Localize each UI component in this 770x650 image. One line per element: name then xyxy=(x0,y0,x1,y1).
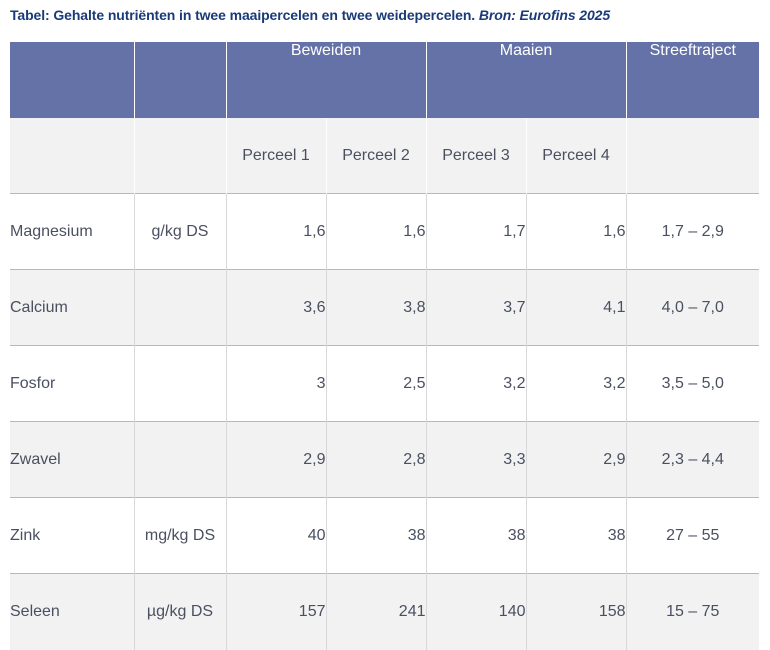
nutrient-name: Seleen xyxy=(10,573,134,650)
value-perceel-1: 1,6 xyxy=(225,193,326,270)
subheader-empty xyxy=(10,118,135,194)
table-row: Seleen µg/kg DS 157 241 140 158 15 – 75 xyxy=(10,573,760,650)
value-perceel-4: 2,9 xyxy=(525,421,627,498)
subheader-empty xyxy=(134,118,227,194)
nutrient-table: Beweiden Maaien Streeftraject Perceel 1 … xyxy=(10,42,760,650)
header-beweiden: Beweiden xyxy=(225,42,426,118)
value-perceel-3: 3,2 xyxy=(425,345,526,422)
subheader-empty xyxy=(626,118,760,194)
value-perceel-3: 3,3 xyxy=(425,421,526,498)
value-perceel-3: 38 xyxy=(425,497,526,574)
table-row: Fosfor 3 2,5 3,2 3,2 3,5 – 5,0 xyxy=(10,345,760,422)
value-perceel-2: 3,8 xyxy=(325,269,426,346)
value-perceel-2: 241 xyxy=(325,573,426,650)
value-perceel-4: 38 xyxy=(525,497,627,574)
subheader-perceel-2: Perceel 2 xyxy=(326,118,427,194)
header-empty-name xyxy=(10,42,134,118)
value-perceel-4: 4,1 xyxy=(525,269,627,346)
nutrient-unit xyxy=(133,421,226,498)
target-range: 4,0 – 7,0 xyxy=(625,269,760,346)
target-range: 15 – 75 xyxy=(625,573,760,650)
nutrient-unit: mg/kg DS xyxy=(133,497,226,574)
table-row: Magnesium g/kg DS 1,6 1,6 1,7 1,6 1,7 – … xyxy=(10,193,760,270)
value-perceel-3: 140 xyxy=(425,573,526,650)
nutrient-name: Zwavel xyxy=(10,421,134,498)
value-perceel-2: 1,6 xyxy=(325,193,426,270)
value-perceel-1: 40 xyxy=(225,497,326,574)
target-range: 3,5 – 5,0 xyxy=(625,345,760,422)
nutrient-unit: µg/kg DS xyxy=(133,573,226,650)
table-row: Calcium 3,6 3,8 3,7 4,1 4,0 – 7,0 xyxy=(10,269,760,346)
value-perceel-1: 3,6 xyxy=(225,269,326,346)
value-perceel-3: 1,7 xyxy=(425,193,526,270)
value-perceel-2: 2,5 xyxy=(325,345,426,422)
nutrient-unit xyxy=(133,269,226,346)
nutrient-name: Calcium xyxy=(10,269,134,346)
subheader-perceel-4: Perceel 4 xyxy=(526,118,627,194)
value-perceel-4: 3,2 xyxy=(525,345,627,422)
nutrient-name: Fosfor xyxy=(10,345,134,422)
table-row: Zwavel 2,9 2,8 3,3 2,9 2,3 – 4,4 xyxy=(10,421,760,498)
value-perceel-2: 2,8 xyxy=(325,421,426,498)
value-perceel-1: 157 xyxy=(225,573,326,650)
table-row: Zink mg/kg DS 40 38 38 38 27 – 55 xyxy=(10,497,760,574)
table-caption: Tabel: Gehalte nutriënten in twee maaipe… xyxy=(10,7,610,23)
subheader-perceel-1: Perceel 1 xyxy=(226,118,327,194)
nutrient-unit: g/kg DS xyxy=(133,193,226,270)
value-perceel-4: 1,6 xyxy=(525,193,627,270)
value-perceel-4: 158 xyxy=(525,573,627,650)
header-empty-unit xyxy=(133,42,226,118)
caption-source: Bron: Eurofins 2025 xyxy=(478,7,611,23)
subheader-row: Perceel 1 Perceel 2 Perceel 3 Perceel 4 xyxy=(10,118,760,194)
caption-text: Tabel: Gehalte nutriënten in twee maaipe… xyxy=(10,7,476,23)
target-range: 27 – 55 xyxy=(625,497,760,574)
value-perceel-1: 2,9 xyxy=(225,421,326,498)
value-perceel-2: 38 xyxy=(325,497,426,574)
nutrient-name: Magnesium xyxy=(10,193,134,270)
header-streeftraject: Streeftraject xyxy=(625,42,760,118)
header-maaien: Maaien xyxy=(425,42,627,118)
subheader-perceel-3: Perceel 3 xyxy=(426,118,527,194)
value-perceel-3: 3,7 xyxy=(425,269,526,346)
value-perceel-1: 3 xyxy=(225,345,326,422)
nutrient-unit xyxy=(133,345,226,422)
target-range: 2,3 – 4,4 xyxy=(625,421,760,498)
nutrient-name: Zink xyxy=(10,497,134,574)
target-range: 1,7 – 2,9 xyxy=(625,193,760,270)
